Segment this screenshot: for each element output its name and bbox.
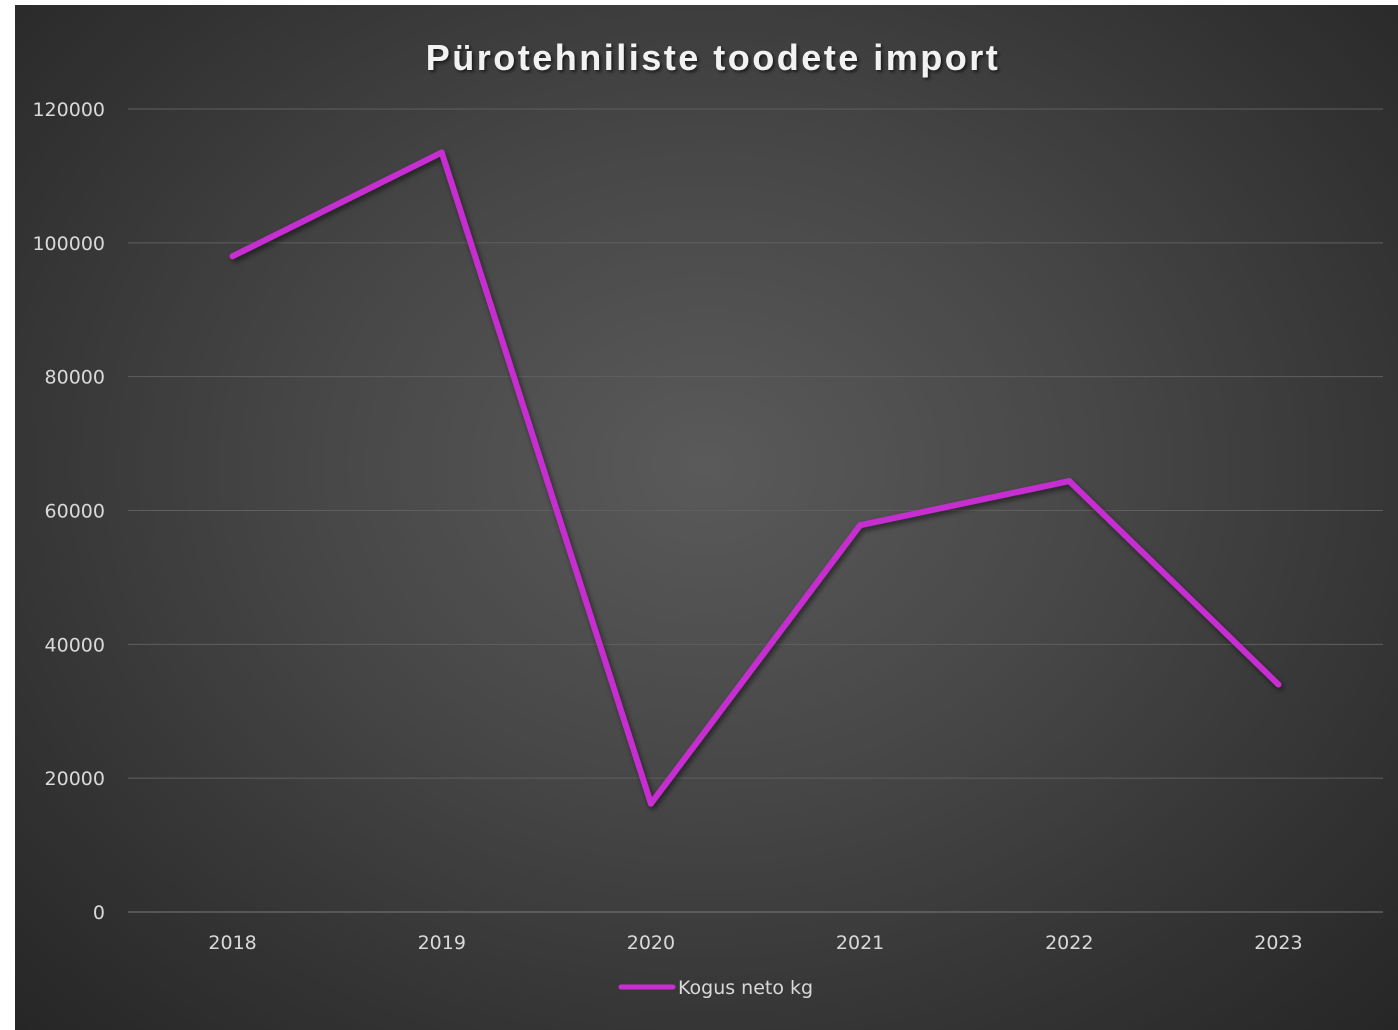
y-tick-label: 40000 bbox=[45, 634, 105, 656]
y-tick-label: 0 bbox=[93, 902, 105, 924]
y-tick-label: 80000 bbox=[45, 367, 105, 389]
chart-area: 0 20000 40000 60000 80000 100000 120000 2018 20… bbox=[15, 5, 1398, 1030]
data-point bbox=[229, 253, 236, 260]
legend-label: Kogus neto kg bbox=[678, 977, 813, 999]
x-axis-ticks: 2018 2019 2020 2021 2022 2023 bbox=[208, 932, 1302, 954]
y-tick-label: 60000 bbox=[45, 501, 105, 523]
gridlines bbox=[128, 108, 1383, 913]
series-layer bbox=[229, 149, 1282, 807]
data-point bbox=[438, 149, 445, 156]
x-tick-label: 2020 bbox=[627, 932, 675, 954]
data-point bbox=[1066, 478, 1073, 485]
y-tick-label: 100000 bbox=[32, 233, 105, 255]
data-point bbox=[1275, 681, 1282, 688]
y-tick-label: 20000 bbox=[45, 768, 105, 790]
series-line bbox=[229, 149, 1282, 807]
y-tick-label: 120000 bbox=[32, 99, 105, 121]
legend: Kogus neto kg bbox=[618, 977, 813, 999]
chart-title: Pürotehniliste toodete import bbox=[426, 37, 1001, 78]
x-tick-label: 2019 bbox=[418, 932, 466, 954]
x-tick-label: 2018 bbox=[208, 932, 256, 954]
data-point bbox=[857, 522, 864, 529]
x-tick-label: 2022 bbox=[1045, 932, 1093, 954]
data-point bbox=[647, 800, 654, 807]
y-axis-ticks: 0 20000 40000 60000 80000 100000 120000 bbox=[32, 99, 105, 924]
x-tick-label: 2021 bbox=[836, 932, 884, 954]
x-tick-label: 2023 bbox=[1254, 932, 1302, 954]
